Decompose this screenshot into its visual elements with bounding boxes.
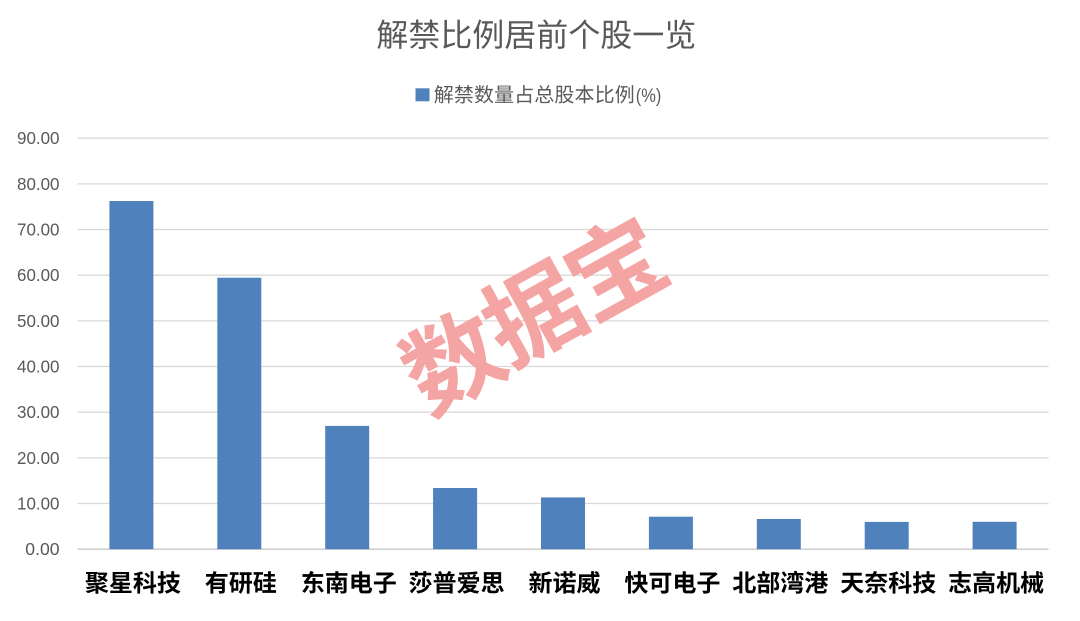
svg-text:70.00: 70.00	[17, 220, 60, 240]
svg-text:30.00: 30.00	[17, 402, 60, 422]
svg-text:(%): (%)	[636, 85, 662, 107]
svg-text:0.00: 0.00	[25, 539, 59, 559]
svg-text:10.00: 10.00	[17, 494, 60, 514]
svg-text:40.00: 40.00	[17, 357, 60, 377]
svg-text:90.00: 90.00	[17, 128, 60, 148]
svg-text:50.00: 50.00	[17, 311, 60, 331]
svg-text:80.00: 80.00	[17, 174, 60, 194]
svg-text:20.00: 20.00	[17, 448, 60, 468]
svg-text:60.00: 60.00	[17, 265, 60, 285]
